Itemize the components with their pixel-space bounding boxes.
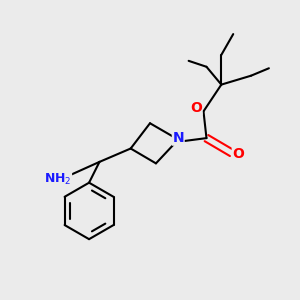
Text: O: O xyxy=(232,147,244,160)
Text: N: N xyxy=(172,131,184,145)
Text: NH$_2$: NH$_2$ xyxy=(44,172,71,187)
Text: O: O xyxy=(190,101,202,115)
